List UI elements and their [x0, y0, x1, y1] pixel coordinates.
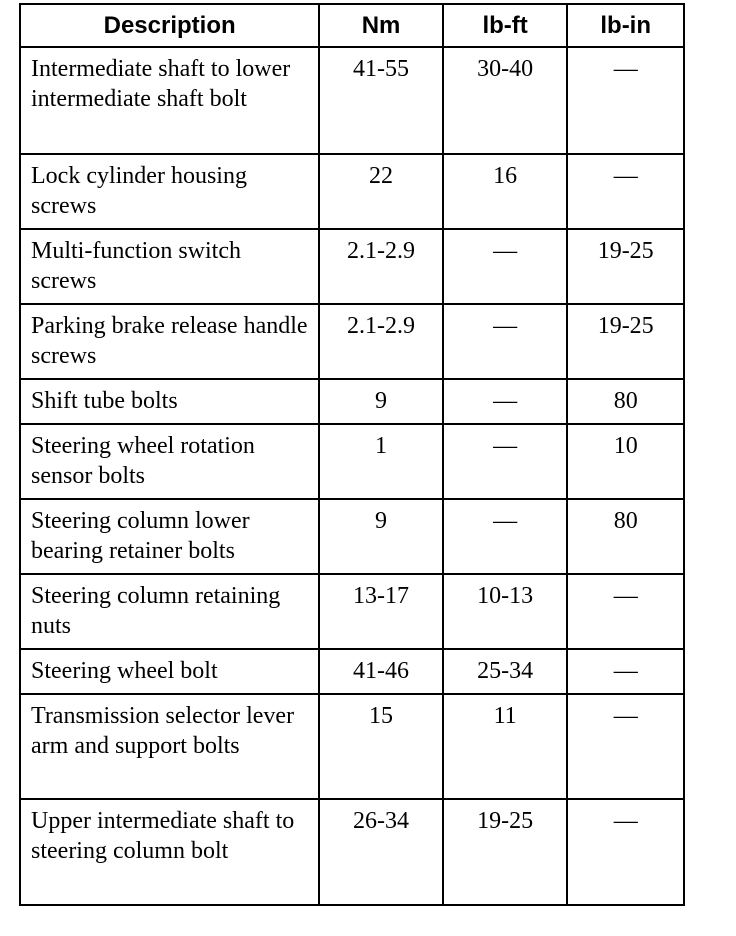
- table-row: Steering wheel rotation sensor bolts 1—10: [18, 423, 685, 500]
- cell-nm: 41-46: [318, 648, 444, 695]
- table-row: Steering column lower bearing retainer b…: [18, 498, 685, 575]
- cell-lb-in: —: [566, 648, 685, 695]
- cell-description: Steering column lower bearing retainer b…: [18, 498, 321, 575]
- cell-lb-ft: 16: [441, 153, 569, 230]
- cell-lb-in: —: [566, 153, 685, 230]
- cell-lb-ft: 19-25: [441, 798, 569, 906]
- cell-lb-in: 19-25: [566, 303, 685, 380]
- cell-lb-in: —: [566, 693, 685, 800]
- cell-lb-ft: —: [441, 423, 569, 500]
- table-row: Parking brake release handle screws 2.1-2…: [18, 303, 685, 380]
- cell-lb-ft: 30-40: [441, 46, 569, 155]
- cell-nm: 2.1-2.9: [318, 228, 444, 305]
- cell-nm: 2.1-2.9: [318, 303, 444, 380]
- header-description: Description: [18, 3, 321, 48]
- cell-lb-ft: —: [441, 303, 569, 380]
- table-row: Intermediate shaft to lower intermediate…: [18, 46, 685, 155]
- cell-lb-ft: —: [441, 378, 569, 425]
- header-row: Description Nm lb-ft lb-in: [18, 3, 685, 48]
- cell-lb-in: 19-25: [566, 228, 685, 305]
- cell-lb-ft: —: [441, 498, 569, 575]
- cell-nm: 1: [318, 423, 444, 500]
- cell-nm: 9: [318, 378, 444, 425]
- cell-lb-ft: 11: [441, 693, 569, 800]
- cell-description: Steering wheel bolt: [18, 648, 321, 695]
- cell-description: Parking brake release handle screws: [18, 303, 321, 380]
- torque-specifications-table: Description Nm lb-ft lb-in Intermediate …: [18, 3, 685, 906]
- cell-nm: 22: [318, 153, 444, 230]
- header-lb-in: lb-in: [566, 3, 685, 48]
- cell-description: Lock cylinder housing screws: [18, 153, 321, 230]
- cell-nm: 13-17: [318, 573, 444, 650]
- cell-lb-in: —: [566, 798, 685, 906]
- table-row: Steering column retaining nuts 13-17 10-13…: [18, 573, 685, 650]
- cell-lb-ft: 10-13: [441, 573, 569, 650]
- cell-description: Upper intermediate shaft to steering col…: [18, 798, 321, 906]
- table-row: Multi-function switch screws 2.1-2.9—19-2…: [18, 228, 685, 305]
- cell-nm: 9: [318, 498, 444, 575]
- cell-description: Shift tube bolts: [18, 378, 321, 425]
- cell-nm: 41-55: [318, 46, 444, 155]
- cell-lb-ft: —: [441, 228, 569, 305]
- table-row: Transmission selector lever arm and supp…: [18, 693, 685, 800]
- table-row: Lock cylinder housing screws 22 16—: [18, 153, 685, 230]
- table-row: Steering wheel bolt 41-46 25-34—: [18, 648, 685, 695]
- cell-description: Steering column retaining nuts: [18, 573, 321, 650]
- cell-lb-in: 10: [566, 423, 685, 500]
- cell-lb-in: —: [566, 573, 685, 650]
- cell-nm: 26-34: [318, 798, 444, 906]
- cell-lb-ft: 25-34: [441, 648, 569, 695]
- header-nm: Nm: [318, 3, 444, 48]
- cell-description: Intermediate shaft to lower intermediate…: [18, 46, 321, 155]
- table-row: Shift tube bolts 9—80: [18, 378, 685, 425]
- cell-description: Transmission selector lever arm and supp…: [18, 693, 321, 800]
- cell-description: Multi-function switch screws: [18, 228, 321, 305]
- cell-lb-in: —: [566, 46, 685, 155]
- cell-lb-in: 80: [566, 498, 685, 575]
- table-row: Upper intermediate shaft to steering col…: [18, 798, 685, 906]
- cell-lb-in: 80: [566, 378, 685, 425]
- cell-nm: 15: [318, 693, 444, 800]
- cell-description: Steering wheel rotation sensor bolts: [18, 423, 321, 500]
- header-lb-ft: lb-ft: [441, 3, 569, 48]
